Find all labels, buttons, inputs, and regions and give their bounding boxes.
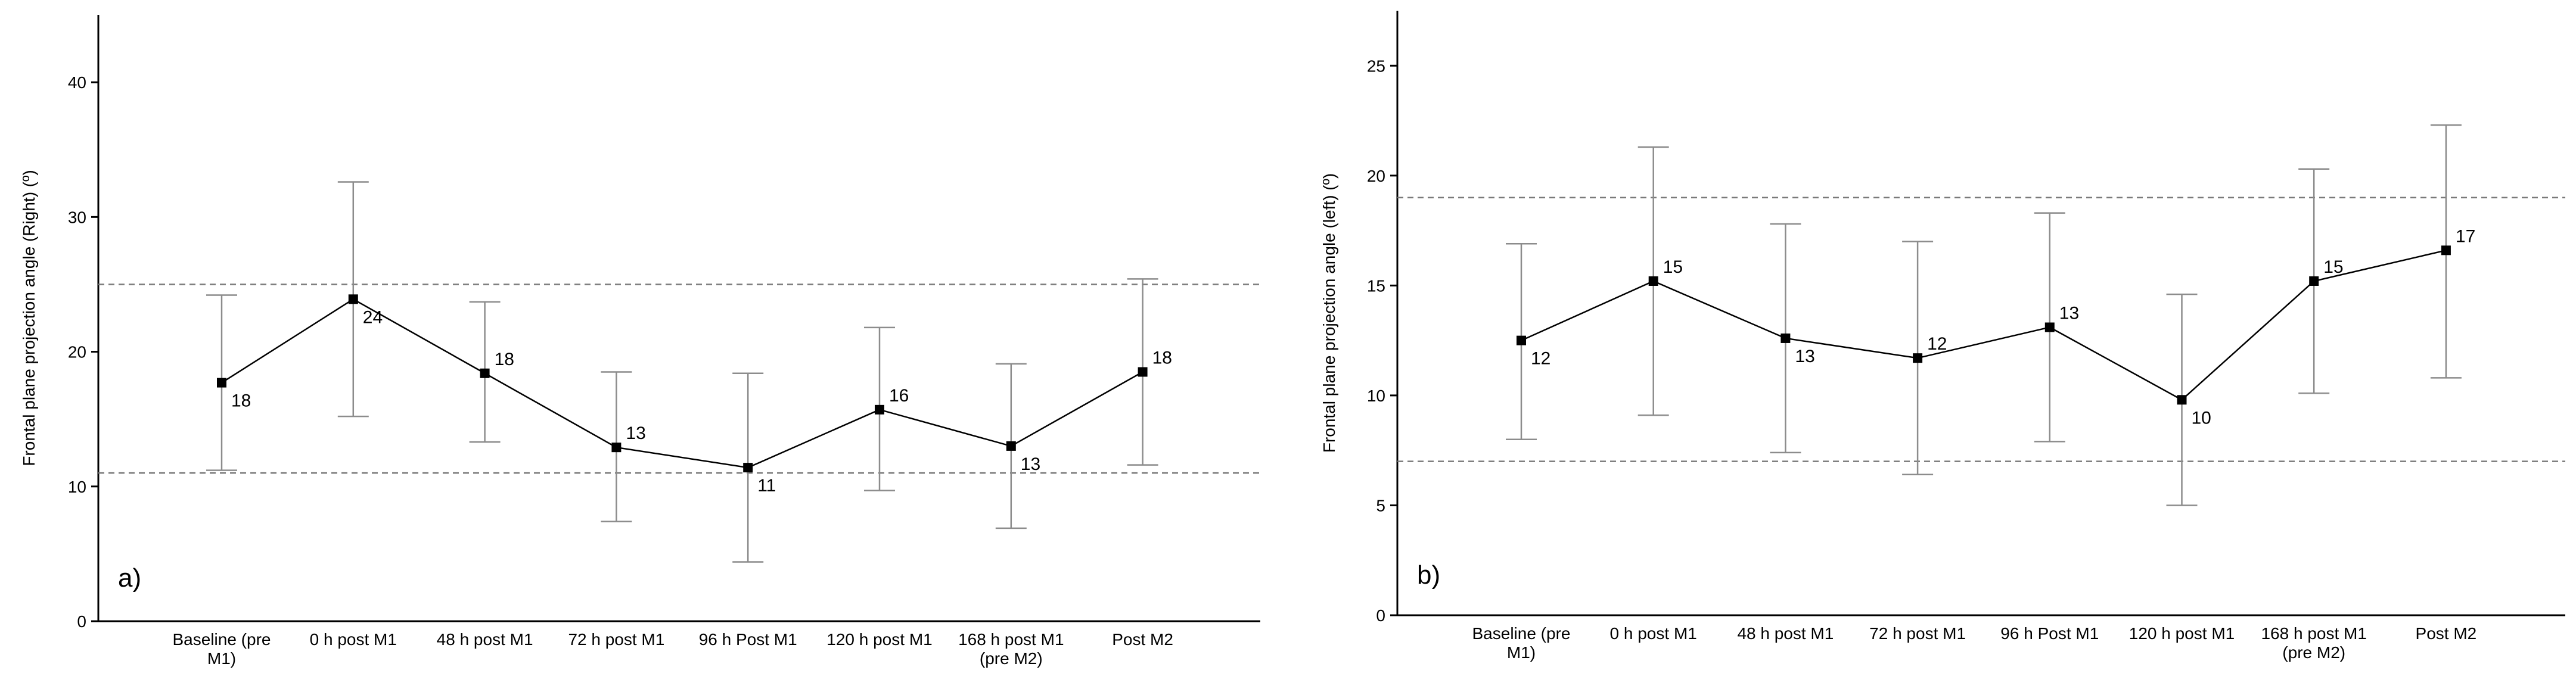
data-point xyxy=(1780,333,1791,343)
x-category-label: 120 h post M1 xyxy=(2129,624,2235,643)
x-category-line: 168 h post M1 xyxy=(958,630,1064,649)
x-category-line: 72 h post M1 xyxy=(1869,624,1966,643)
x-category-line: (pre M2) xyxy=(2282,643,2345,662)
data-label: 15 xyxy=(2323,257,2343,277)
x-category-line: Post M2 xyxy=(2416,624,2477,643)
y-tick-label: 30 xyxy=(68,208,86,226)
y-axis-title: Frontal plane projection angle (Right) (… xyxy=(20,170,38,466)
x-category-line: 96 h Post M1 xyxy=(699,630,797,649)
x-category-line: 0 h post M1 xyxy=(310,630,397,649)
data-point xyxy=(2309,276,2319,286)
x-category-line: 120 h post M1 xyxy=(2129,624,2235,643)
data-label: 15 xyxy=(1663,257,1683,277)
y-tick-label: 15 xyxy=(1367,276,1385,295)
data-label: 13 xyxy=(626,423,645,443)
x-category-line: M1) xyxy=(1507,643,1536,662)
x-category-line: M1) xyxy=(207,649,236,668)
x-category-line: Baseline (pre xyxy=(173,630,271,649)
panel-label: b) xyxy=(1417,560,1440,590)
x-category-line: 96 h Post M1 xyxy=(2000,624,2099,643)
y-tick-label: 40 xyxy=(68,73,86,92)
x-category-label: 120 h post M1 xyxy=(826,630,932,649)
x-category-label: 0 h post M1 xyxy=(1610,624,1697,643)
data-label: 13 xyxy=(2059,303,2079,323)
y-tick-label: 0 xyxy=(77,612,86,631)
data-point xyxy=(611,443,622,453)
x-category-line: Baseline (pre xyxy=(1472,624,1571,643)
x-category-line: 48 h post M1 xyxy=(437,630,533,649)
y-tick-label: 20 xyxy=(68,343,86,362)
data-point xyxy=(348,294,358,304)
x-category-line: 168 h post M1 xyxy=(2261,624,2366,643)
chart-panel-left: 0 5 10 15 20 25 Frontal plane projection angle… xyxy=(1320,11,2565,662)
y-tick-label: 0 xyxy=(1376,606,1385,625)
x-category-label: 168 h post M1 (pre M2) xyxy=(958,630,1064,668)
data-point xyxy=(2044,322,2055,332)
data-label: 12 xyxy=(1927,334,1947,354)
series-line xyxy=(221,298,1143,469)
x-category-line: 72 h post M1 xyxy=(568,630,664,649)
data-label: 18 xyxy=(1152,348,1172,367)
x-category-label: Post M2 xyxy=(1112,630,1173,649)
y-tick-label: 10 xyxy=(1367,387,1385,405)
data-label: 11 xyxy=(757,476,776,496)
chart-panel-right: 0 10 20 30 40 Frontal plane projection angle … xyxy=(20,15,1260,668)
data-point xyxy=(2441,245,2451,256)
x-category-label: Baseline (pre M1) xyxy=(1472,624,1571,662)
data-point xyxy=(743,463,753,473)
data-point xyxy=(2177,395,2187,405)
x-category-label: 72 h post M1 xyxy=(1869,624,1966,643)
x-category-label: Baseline (pre M1) xyxy=(173,630,271,668)
data-label: 12 xyxy=(1531,349,1550,369)
x-category-label: 72 h post M1 xyxy=(568,630,664,649)
x-category-label: 48 h post M1 xyxy=(437,630,533,649)
x-category-label: 96 h Post M1 xyxy=(2000,624,2099,643)
x-category-label: Post M2 xyxy=(2416,624,2477,643)
x-category-line: (pre M2) xyxy=(980,649,1043,668)
x-category-label: 96 h Post M1 xyxy=(699,630,797,649)
y-axis-title: Frontal plane projection angle (left) (º… xyxy=(1320,173,1338,453)
data-point xyxy=(1913,353,1923,363)
data-label: 18 xyxy=(495,350,514,369)
data-label: 10 xyxy=(2192,408,2211,428)
data-label: 17 xyxy=(2456,226,2475,246)
data-point xyxy=(217,378,226,388)
data-label: 24 xyxy=(363,307,383,327)
x-category-line: 0 h post M1 xyxy=(1610,624,1697,643)
panel-label: a) xyxy=(118,563,141,593)
y-tick-label: 25 xyxy=(1367,57,1385,75)
y-tick-label: 5 xyxy=(1376,496,1385,515)
x-category-label: 168 h post M1 (pre M2) xyxy=(2261,624,2366,662)
data-point xyxy=(1138,367,1148,377)
y-tick-label: 10 xyxy=(68,478,86,496)
data-label: 13 xyxy=(1021,454,1040,474)
x-category-line: 48 h post M1 xyxy=(1737,624,1834,643)
data-point xyxy=(1648,276,1658,286)
data-label: 13 xyxy=(1795,347,1814,366)
x-category-label: 0 h post M1 xyxy=(310,630,397,649)
data-point xyxy=(1517,335,1526,345)
x-category-label: 48 h post M1 xyxy=(1737,624,1834,643)
data-point xyxy=(875,404,884,415)
data-point xyxy=(480,368,490,378)
data-label: 16 xyxy=(889,386,909,406)
y-tick-label: 20 xyxy=(1367,167,1385,185)
x-category-line: Post M2 xyxy=(1112,630,1173,649)
data-label: 18 xyxy=(231,391,251,411)
series-line xyxy=(1521,250,2447,401)
data-point xyxy=(1006,441,1016,451)
x-category-line: 120 h post M1 xyxy=(826,630,932,649)
